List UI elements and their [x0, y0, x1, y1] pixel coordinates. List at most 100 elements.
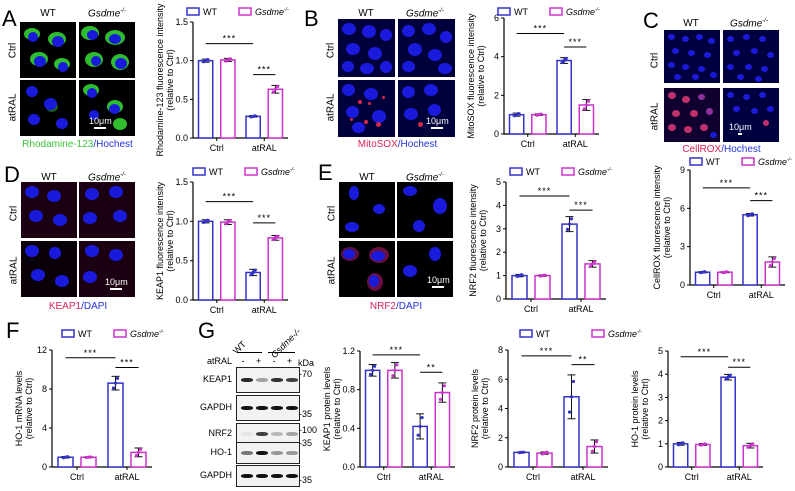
- wb-band: [286, 378, 298, 382]
- micrograph-b-gsdme-ctrl: [398, 19, 455, 77]
- micrograph-e-wt-ctrl: [339, 182, 395, 238]
- svg-text:***: ***: [732, 357, 746, 367]
- svg-text:***: ***: [120, 358, 134, 368]
- svg-text:atRAL: atRAL: [568, 304, 593, 314]
- row-label-atral: atRAL: [326, 256, 338, 285]
- wb-lane-sign: -: [241, 356, 245, 366]
- svg-text:HO-1 protein levels: HO-1 protein levels: [630, 370, 640, 448]
- svg-text:6: 6: [680, 203, 685, 213]
- wb-protein-label: KEAP1: [202, 374, 232, 384]
- svg-text:(relative to Ctrl): (relative to Ctrl): [165, 210, 175, 272]
- micrograph-a-gsdme-atral: 10μm: [79, 80, 135, 136]
- svg-text:0.4: 0.4: [342, 423, 355, 433]
- wb-group-gsdme: Gsdme-/-: [268, 326, 303, 360]
- wb-protein-label: HO-1: [210, 447, 232, 457]
- svg-text:atRAL: atRAL: [563, 139, 588, 149]
- svg-text:***: ***: [754, 191, 768, 201]
- col-label-gsdme: Gsdme-/-: [730, 18, 768, 30]
- chart-f-ho1-mrna: 0 4 8 12 HO-1 mRNA levels (relative to Ctrl) C…: [10, 315, 200, 486]
- micrograph-e-gsdme-atral: 10μm: [397, 241, 453, 297]
- wb-group-line-wt: [237, 352, 262, 353]
- svg-text:CellROX fluorescence intensity: CellROX fluorescence intensity: [652, 165, 662, 290]
- svg-text:NRF2 protein levels: NRF2 protein levels: [470, 368, 480, 448]
- svg-text:1.2: 1.2: [342, 346, 355, 356]
- svg-text:6: 6: [494, 13, 499, 23]
- svg-text:Ctrl: Ctrl: [707, 290, 721, 300]
- svg-text:(relative to Ctrl): (relative to Ctrl): [332, 378, 342, 440]
- row-label-atral: atRAL: [7, 93, 19, 122]
- svg-text:2: 2: [496, 247, 501, 257]
- wb-lane-sign: +: [287, 356, 293, 366]
- svg-text:KEAP1 protein levels: KEAP1 protein levels: [322, 366, 332, 451]
- wb-band: [286, 406, 298, 410]
- svg-text:Ctrl: Ctrl: [685, 472, 699, 482]
- svg-text:0.0: 0.0: [175, 133, 188, 143]
- chart-g-keap1-protein: 0.0 0.4 0.8 1.2 KEAP1 protein levels (relativ…: [320, 330, 480, 486]
- col-label-gsdme: Gsdme-/-: [406, 8, 444, 20]
- svg-text:atRAL: atRAL: [252, 143, 277, 153]
- col-label-gsdme: Gsdme-/-: [406, 172, 444, 184]
- micrograph-e-wt-atral: [339, 241, 395, 297]
- svg-text:Ctrl: Ctrl: [526, 472, 540, 482]
- svg-text:***: ***: [568, 37, 582, 47]
- svg-text:***: ***: [534, 23, 548, 33]
- svg-text:NRF2 fluorescence intensity: NRF2 fluorescence intensity: [468, 184, 478, 297]
- stain-label-c: CellROX/Hochest: [682, 144, 761, 155]
- svg-text:atRAL: atRAL: [749, 290, 774, 300]
- micrograph-d-wt-ctrl: [21, 182, 77, 238]
- svg-text:0.5: 0.5: [175, 94, 188, 104]
- svg-text:***: ***: [257, 213, 271, 223]
- row-label-ctrl: Ctrl: [8, 205, 20, 222]
- svg-text:WT: WT: [706, 157, 720, 167]
- panel-letter-e: E: [318, 160, 333, 185]
- micrograph-b-gsdme-atral: 10μm: [398, 80, 455, 137]
- svg-text:Gsdme-/-: Gsdme-/-: [608, 329, 642, 339]
- svg-text:0.5: 0.5: [175, 256, 188, 266]
- wb-band: [271, 431, 283, 436]
- panel-letter-g: G: [198, 318, 216, 343]
- wb-band: [241, 406, 253, 410]
- svg-text:3: 3: [658, 392, 663, 402]
- svg-text:atRAL: atRAL: [252, 305, 277, 315]
- chart-e-nrf2: 0 1 2 3 4 5 NRF2 fluorescence intensity (relati…: [460, 160, 620, 320]
- svg-text:WT: WT: [514, 7, 528, 17]
- svg-text:***: ***: [538, 186, 552, 196]
- svg-text:(relative to Ctrl): (relative to Ctrl): [478, 210, 488, 272]
- svg-text:Gsdme-/-: Gsdme-/-: [255, 7, 289, 17]
- svg-text:9: 9: [680, 165, 685, 175]
- svg-text:MitoSOX fluorescence intensity: MitoSOX fluorescence intensity: [466, 13, 476, 139]
- wb-band: [286, 474, 298, 478]
- chart-b-mitosox: 0 2 4 6 MitoSOX fluorescence intensity (relat…: [458, 0, 608, 160]
- wb-band: [241, 474, 253, 478]
- svg-text:1.0: 1.0: [175, 56, 188, 66]
- stain-label-b: MitoSOX/Hochest: [357, 139, 438, 150]
- svg-text:0: 0: [42, 462, 47, 472]
- svg-text:***: ***: [540, 346, 554, 356]
- wb-protein-label: GAPDH: [199, 470, 232, 480]
- panel-letter-c: C: [643, 8, 659, 33]
- wb-band: [271, 378, 283, 382]
- col-label-gsdme: Gsdme-/-: [88, 172, 126, 184]
- svg-text:***: ***: [257, 65, 271, 75]
- svg-text:1.0: 1.0: [175, 216, 188, 226]
- svg-text:3: 3: [496, 224, 501, 234]
- micrograph-e-gsdme-ctrl: [397, 182, 453, 238]
- wb-kda-marker: -35: [299, 475, 313, 485]
- micrograph-b-wt-atral: [338, 80, 395, 137]
- svg-text:Ctrl: Ctrl: [377, 472, 391, 482]
- svg-text:0: 0: [658, 462, 663, 472]
- chart-g-ho1-protein: 0 1 2 3 4 5 HO-1 protein levels (relative to Ct…: [630, 330, 795, 486]
- svg-text:(relative to Ctrl): (relative to Ctrl): [640, 378, 650, 440]
- svg-text:Gsdme-/-: Gsdme-/-: [566, 7, 600, 17]
- svg-text:1.5: 1.5: [175, 17, 188, 27]
- row-label-atral: atRAL: [649, 102, 661, 131]
- svg-text:6: 6: [498, 374, 503, 384]
- svg-text:Ctrl: Ctrl: [521, 139, 535, 149]
- svg-text:(relative to Ctrl): (relative to Ctrl): [165, 49, 175, 111]
- svg-text:WT: WT: [536, 329, 550, 339]
- svg-text:3: 3: [680, 242, 685, 252]
- chart-g-nrf2-protein: 0 2 4 6 8 NRF2 protein levels (relative to Ctr…: [470, 315, 642, 486]
- svg-text:0.0: 0.0: [175, 295, 188, 305]
- svg-text:Gsdme-/-: Gsdme-/-: [130, 329, 164, 339]
- wb-kda-marker: -35: [299, 438, 313, 448]
